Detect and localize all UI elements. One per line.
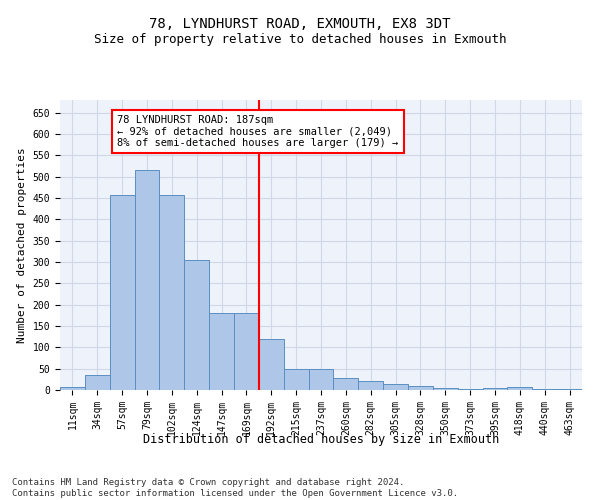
Bar xyxy=(110,195,134,390)
Text: 78 LYNDHURST ROAD: 187sqm
← 92% of detached houses are smaller (2,049)
8% of sem: 78 LYNDHURST ROAD: 187sqm ← 92% of detac… xyxy=(117,115,398,148)
Bar xyxy=(508,387,532,390)
Bar xyxy=(209,313,234,390)
Text: Contains HM Land Registry data © Crown copyright and database right 2024.
Contai: Contains HM Land Registry data © Crown c… xyxy=(12,478,458,498)
Bar xyxy=(60,387,85,390)
Text: Size of property relative to detached houses in Exmouth: Size of property relative to detached ho… xyxy=(94,32,506,46)
Text: 78, LYNDHURST ROAD, EXMOUTH, EX8 3DT: 78, LYNDHURST ROAD, EXMOUTH, EX8 3DT xyxy=(149,18,451,32)
Bar xyxy=(383,384,408,390)
Bar xyxy=(259,339,284,390)
Bar xyxy=(532,388,557,390)
Y-axis label: Number of detached properties: Number of detached properties xyxy=(17,147,27,343)
Bar xyxy=(184,260,209,390)
Bar xyxy=(160,195,184,390)
Bar xyxy=(234,313,259,390)
Bar xyxy=(482,388,508,390)
Bar xyxy=(557,388,582,390)
Text: Distribution of detached houses by size in Exmouth: Distribution of detached houses by size … xyxy=(143,432,499,446)
Bar xyxy=(334,378,358,390)
Bar xyxy=(358,382,383,390)
Bar xyxy=(433,388,458,390)
Bar xyxy=(458,388,482,390)
Bar xyxy=(408,386,433,390)
Bar xyxy=(134,170,160,390)
Bar xyxy=(85,375,110,390)
Bar xyxy=(308,368,334,390)
Bar xyxy=(284,368,308,390)
